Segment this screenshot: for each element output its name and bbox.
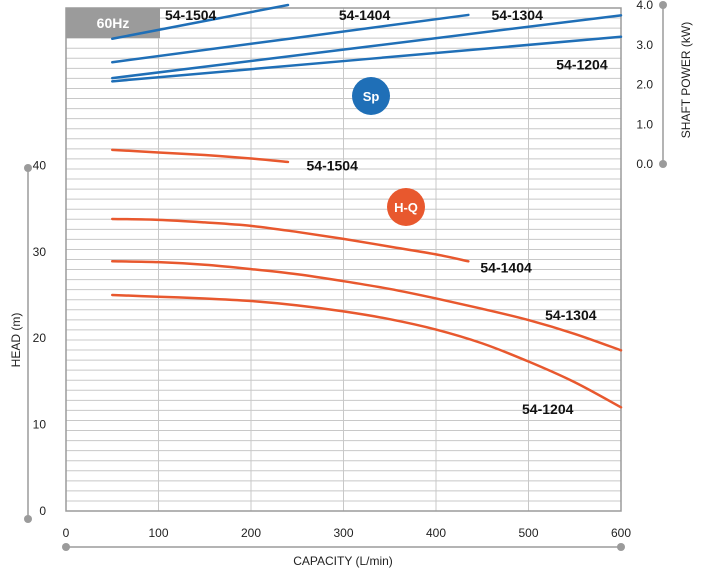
head-curve-54-1404	[111, 217, 470, 263]
y2-tick-label: 0.0	[636, 157, 653, 171]
x-tick-label: 400	[426, 526, 446, 540]
head-curve-54-1304	[111, 260, 623, 352]
power-curve-54-1204	[111, 35, 623, 83]
x-tick-label: 500	[518, 526, 538, 540]
x-axis-title: CAPACITY (L/min)	[293, 554, 393, 568]
x-tick-label: 600	[611, 526, 631, 540]
head-capacity-curves	[111, 148, 623, 409]
y2-tick-label: 3.0	[636, 38, 653, 52]
head-curve-54-1204	[111, 293, 623, 409]
y-axis-bottom-dot	[24, 515, 32, 523]
x-tick-label: 100	[148, 526, 168, 540]
y-axis-title: HEAD (m)	[9, 313, 23, 368]
y2-tick-label: 1.0	[636, 117, 653, 131]
sp-badge-label: Sp	[363, 89, 380, 104]
y2-tick-labels: 0.0 1.0 2.0 3.0 4.0	[636, 0, 653, 171]
head-curve-54-1504	[111, 148, 290, 164]
axes	[24, 1, 667, 551]
hq-badge-label: H-Q	[394, 200, 418, 215]
x-tick-labels: 0 100 200 300 400 500 600	[63, 526, 632, 540]
y-tick-labels: 0 10 20 30 40	[33, 158, 47, 518]
x-axis-start-dot	[62, 543, 70, 551]
power-curve-54-1304	[111, 14, 623, 80]
x-tick-label: 0	[63, 526, 70, 540]
sp-badge	[352, 77, 390, 115]
power-curve-54-1404	[111, 13, 470, 64]
y2-tick-label: 4.0	[636, 0, 653, 12]
x-tick-label: 200	[241, 526, 261, 540]
hq-badge	[387, 188, 425, 226]
head-series-label: 54-1204	[522, 401, 574, 417]
power-series-label: 54-1304	[492, 7, 544, 23]
y-tick-label: 30	[33, 245, 47, 259]
y2-axis-bottom-dot	[659, 160, 667, 168]
y-tick-label: 40	[33, 158, 47, 172]
y2-tick-label: 2.0	[636, 78, 653, 92]
y-axis-top-dot	[24, 164, 32, 172]
frequency-label: 60Hz	[97, 15, 130, 31]
power-curve-54-1504	[111, 3, 290, 41]
plot-frame	[65, 7, 622, 512]
x-tick-label: 300	[333, 526, 353, 540]
power-series-label: 54-1204	[556, 57, 608, 73]
shaft-power-curves	[111, 3, 623, 83]
head-series-label: 54-1304	[545, 307, 597, 323]
y-tick-label: 10	[33, 418, 47, 432]
y2-axis-title: SHAFT POWER (kW)	[679, 22, 693, 138]
y2-axis-top-dot	[659, 1, 667, 9]
x-axis-end-dot	[617, 543, 625, 551]
power-series-label: 54-1504	[165, 7, 217, 23]
y-tick-label: 20	[33, 331, 47, 345]
series-labels: 54-1504 54-1404 54-1304 54-1204 54-1504 54-14…	[165, 7, 608, 417]
y-tick-label: 0	[39, 504, 46, 518]
head-series-label: 54-1504	[307, 157, 359, 173]
power-series-label: 54-1404	[339, 7, 391, 23]
vertical-gridlines	[158, 8, 529, 511]
head-series-label: 54-1404	[480, 259, 532, 275]
